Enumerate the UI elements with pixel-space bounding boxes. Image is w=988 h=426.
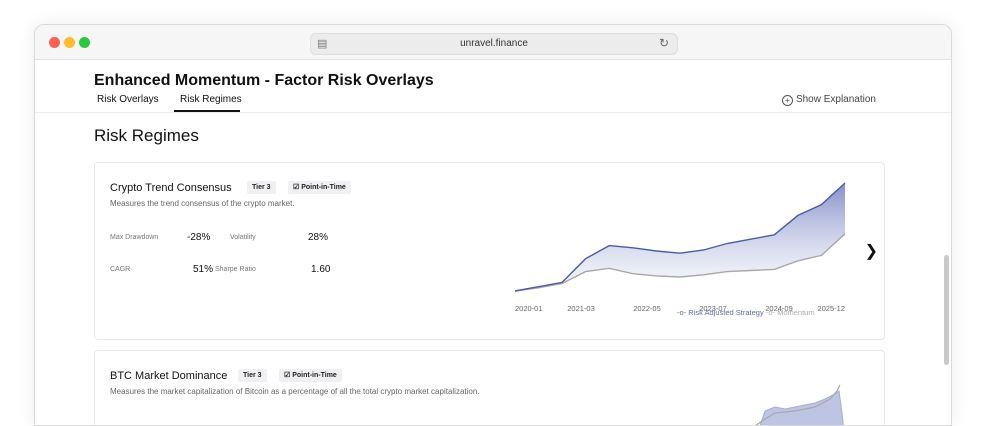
- address-bar[interactable]: ▤ unravel.finance ↻: [310, 33, 678, 55]
- series-line-risk-adjusted-strategy: [514, 182, 846, 292]
- series-line-momentum: [514, 233, 846, 292]
- legend-strategy-icon: -o-: [677, 308, 687, 317]
- x-tick-label: 2025-12: [817, 304, 845, 313]
- sharpe-ratio-value: 1.60: [311, 264, 331, 275]
- maximize-window-button[interactable]: [79, 37, 90, 48]
- check-box-icon: ☑: [284, 372, 293, 379]
- tabs-divider: [35, 112, 951, 113]
- active-tab-indicator: [174, 110, 240, 112]
- page-content: Enhanced Momentum - Factor Risk Overlays…: [35, 60, 951, 425]
- point-in-time-badge: ☑ Point-in-Time: [279, 369, 342, 382]
- scrollbar[interactable]: [944, 255, 949, 365]
- chevron-right-icon[interactable]: ❯: [864, 243, 878, 260]
- cagr-label: CAGR: [110, 266, 131, 273]
- plus-circle-icon: +: [781, 95, 793, 106]
- check-box-icon: ☑: [293, 184, 302, 191]
- card-title: Crypto Trend Consensus: [110, 182, 232, 194]
- card-title: BTC Market Dominance: [110, 370, 228, 382]
- tier-badge: Tier 3: [238, 369, 267, 382]
- close-window-button[interactable]: [49, 37, 60, 48]
- chart-legend: -o- Risk Adjusted Strategy -o- Momentum: [677, 308, 815, 317]
- tab-risk-regimes[interactable]: Risk Regimes: [180, 94, 242, 105]
- performance-chart: 2020-01 2021-03 2022-05 2023-07 2024-09 2025-…: [514, 182, 846, 313]
- regime-card[interactable]: BTC Market Dominance Tier 3 ☑ Point-in-T…: [94, 350, 885, 425]
- x-axis-ticks: 2020-01 2021-03 2022-05 2023-07 2024-09 2025-…: [515, 304, 845, 313]
- point-in-time-badge: ☑ Point-in-Time: [288, 181, 351, 194]
- max-drawdown-value: -28%: [187, 232, 211, 243]
- page-icon: ▤: [317, 38, 328, 50]
- browser-window: ▤ unravel.finance ↻ Enhanced Momentum - …: [34, 24, 952, 426]
- x-tick-label: 2022-05: [633, 304, 661, 313]
- legend-momentum: Momentum: [777, 308, 815, 317]
- x-tick-label: 2024-09: [765, 304, 793, 313]
- x-tick-label: 2023-07: [699, 304, 727, 313]
- x-tick-label: 2020-01: [515, 304, 543, 313]
- show-explanation-button[interactable]: + Show Explanation: [781, 94, 876, 106]
- cagr-value: 51%: [193, 264, 214, 275]
- card-description: Measures the trend consensus of the cryp…: [110, 199, 295, 208]
- point-in-time-label: Point-in-Time: [292, 372, 337, 379]
- regime-card[interactable]: Crypto Trend Consensus Tier 3 ☑ Point-in…: [94, 162, 885, 340]
- legend-strategy: Risk Adjusted Strategy: [688, 308, 764, 317]
- legend-momentum-icon: -o-: [765, 308, 775, 317]
- max-drawdown-label: Max Drawdown: [110, 234, 159, 241]
- page-title: Enhanced Momentum - Factor Risk Overlays: [94, 72, 434, 89]
- volatility-value: 28%: [308, 232, 329, 243]
- volatility-label: Volatility: [230, 234, 256, 241]
- tier-badge: Tier 3: [247, 181, 276, 194]
- card-description: Measures the market capitalization of Bi…: [110, 387, 480, 396]
- tab-risk-overlays[interactable]: Risk Overlays: [97, 94, 159, 105]
- point-in-time-label: Point-in-Time: [301, 184, 346, 191]
- section-title: Risk Regimes: [94, 126, 199, 145]
- sharpe-ratio-label: Sharpe Ratio: [215, 266, 256, 273]
- strategy-area: [515, 183, 845, 291]
- reload-icon[interactable]: ↻: [658, 36, 669, 50]
- performance-chart-preview: [755, 384, 844, 425]
- minimize-window-button[interactable]: [64, 37, 75, 48]
- url-text: unravel.finance: [460, 38, 528, 49]
- title-bar: ▤ unravel.finance ↻: [35, 25, 951, 60]
- show-explanation-label: Show Explanation: [795, 94, 876, 105]
- x-tick-label: 2021-03: [567, 304, 595, 313]
